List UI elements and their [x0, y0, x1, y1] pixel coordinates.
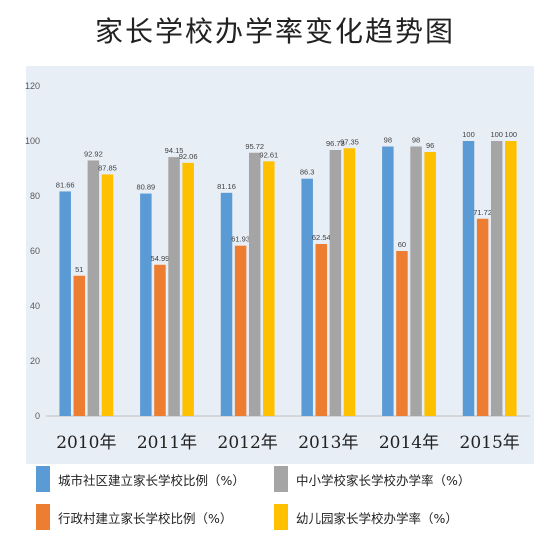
- bar: [301, 178, 313, 416]
- data-label: 60: [398, 240, 406, 249]
- bar: [87, 160, 100, 416]
- data-label: 81.16: [217, 182, 236, 191]
- data-label: 81.66: [56, 180, 75, 189]
- legend-item-village: 行政村建立家长学校比例（%）: [36, 504, 232, 530]
- data-label: 92.61: [259, 150, 278, 159]
- data-label: 51: [75, 265, 83, 274]
- y-tick-label: 20: [30, 356, 40, 366]
- data-label: 94.15: [165, 146, 184, 155]
- data-label: 86.3: [300, 168, 315, 177]
- data-label: 100: [462, 130, 475, 139]
- data-label: 71.72: [473, 208, 492, 217]
- bar: [168, 157, 180, 416]
- bar: [182, 162, 194, 416]
- legend-item-kindergarten: 幼儿园家长学校办学率（%）: [274, 504, 458, 530]
- bar: [73, 275, 86, 416]
- data-label: 95.72: [245, 142, 264, 151]
- data-label: 96: [426, 141, 434, 150]
- bar: [490, 141, 503, 416]
- data-label: 92.92: [84, 149, 103, 158]
- x-tick-label: 2011年: [137, 433, 197, 453]
- data-label: 98: [412, 136, 420, 145]
- chart-title: 家长学校办学率变化趋势图: [94, 15, 455, 48]
- legend-label-kindergarten: 幼儿园家长学校办学率（%）: [296, 510, 458, 526]
- legend-item-urban: 城市社区建立家长学校比例（%）: [36, 466, 245, 492]
- x-tick-label: 2010年: [56, 433, 116, 453]
- bar: [343, 148, 356, 416]
- legend-label-urban: 城市社区建立家长学校比例（%）: [58, 472, 245, 488]
- data-label: 62.54: [312, 233, 331, 242]
- bar: [263, 161, 275, 416]
- bar: [329, 149, 342, 416]
- bar: [59, 191, 71, 416]
- data-label: 100: [505, 130, 518, 139]
- bar: [410, 146, 422, 416]
- y-tick-label: 0: [35, 411, 40, 421]
- legend-item-schools: 中小学校家长学校办学率（%）: [274, 466, 470, 492]
- legend-swatch-village: [36, 504, 50, 530]
- data-label: 96.73: [326, 139, 345, 148]
- data-label: 61.93: [231, 235, 250, 244]
- y-tick-label: 100: [25, 136, 40, 146]
- data-label: 80.89: [136, 183, 155, 192]
- x-tick-label: 2013年: [298, 433, 358, 453]
- bar: [315, 244, 328, 416]
- x-tick-label: 2012年: [218, 433, 278, 453]
- x-tick-label: 2015年: [460, 433, 520, 453]
- y-tick-label: 80: [30, 191, 40, 201]
- bar: [154, 264, 166, 416]
- bar: [424, 152, 436, 416]
- bar: [234, 245, 247, 416]
- bar: [462, 141, 475, 416]
- bar: [505, 141, 517, 416]
- data-label: 87.85: [98, 163, 117, 172]
- data-label: 100: [490, 130, 503, 139]
- data-label: 92.06: [179, 152, 198, 161]
- bar: [476, 218, 489, 416]
- y-tick-label: 40: [30, 301, 40, 311]
- legend-swatch-kindergarten: [274, 504, 288, 530]
- bar: [101, 174, 114, 416]
- y-tick-label: 120: [25, 81, 40, 91]
- bar: [382, 146, 394, 416]
- legend: 城市社区建立家长学校比例（%） 中小学校家长学校办学率（%） 行政村建立家长学校…: [36, 466, 526, 536]
- bar: [248, 152, 261, 416]
- bar: [140, 193, 152, 416]
- data-label: 97.35: [340, 137, 359, 146]
- data-label: 54.99: [151, 254, 170, 263]
- legend-label-schools: 中小学校家长学校办学率（%）: [296, 472, 471, 488]
- x-tick-label: 2014年: [379, 433, 439, 453]
- legend-swatch-urban: [36, 466, 50, 492]
- legend-label-village: 行政村建立家长学校比例（%）: [58, 510, 233, 526]
- data-label: 98: [384, 136, 392, 145]
- y-tick-label: 60: [30, 246, 40, 256]
- bar: [396, 251, 408, 416]
- legend-swatch-schools: [274, 466, 288, 492]
- bar: [220, 192, 233, 416]
